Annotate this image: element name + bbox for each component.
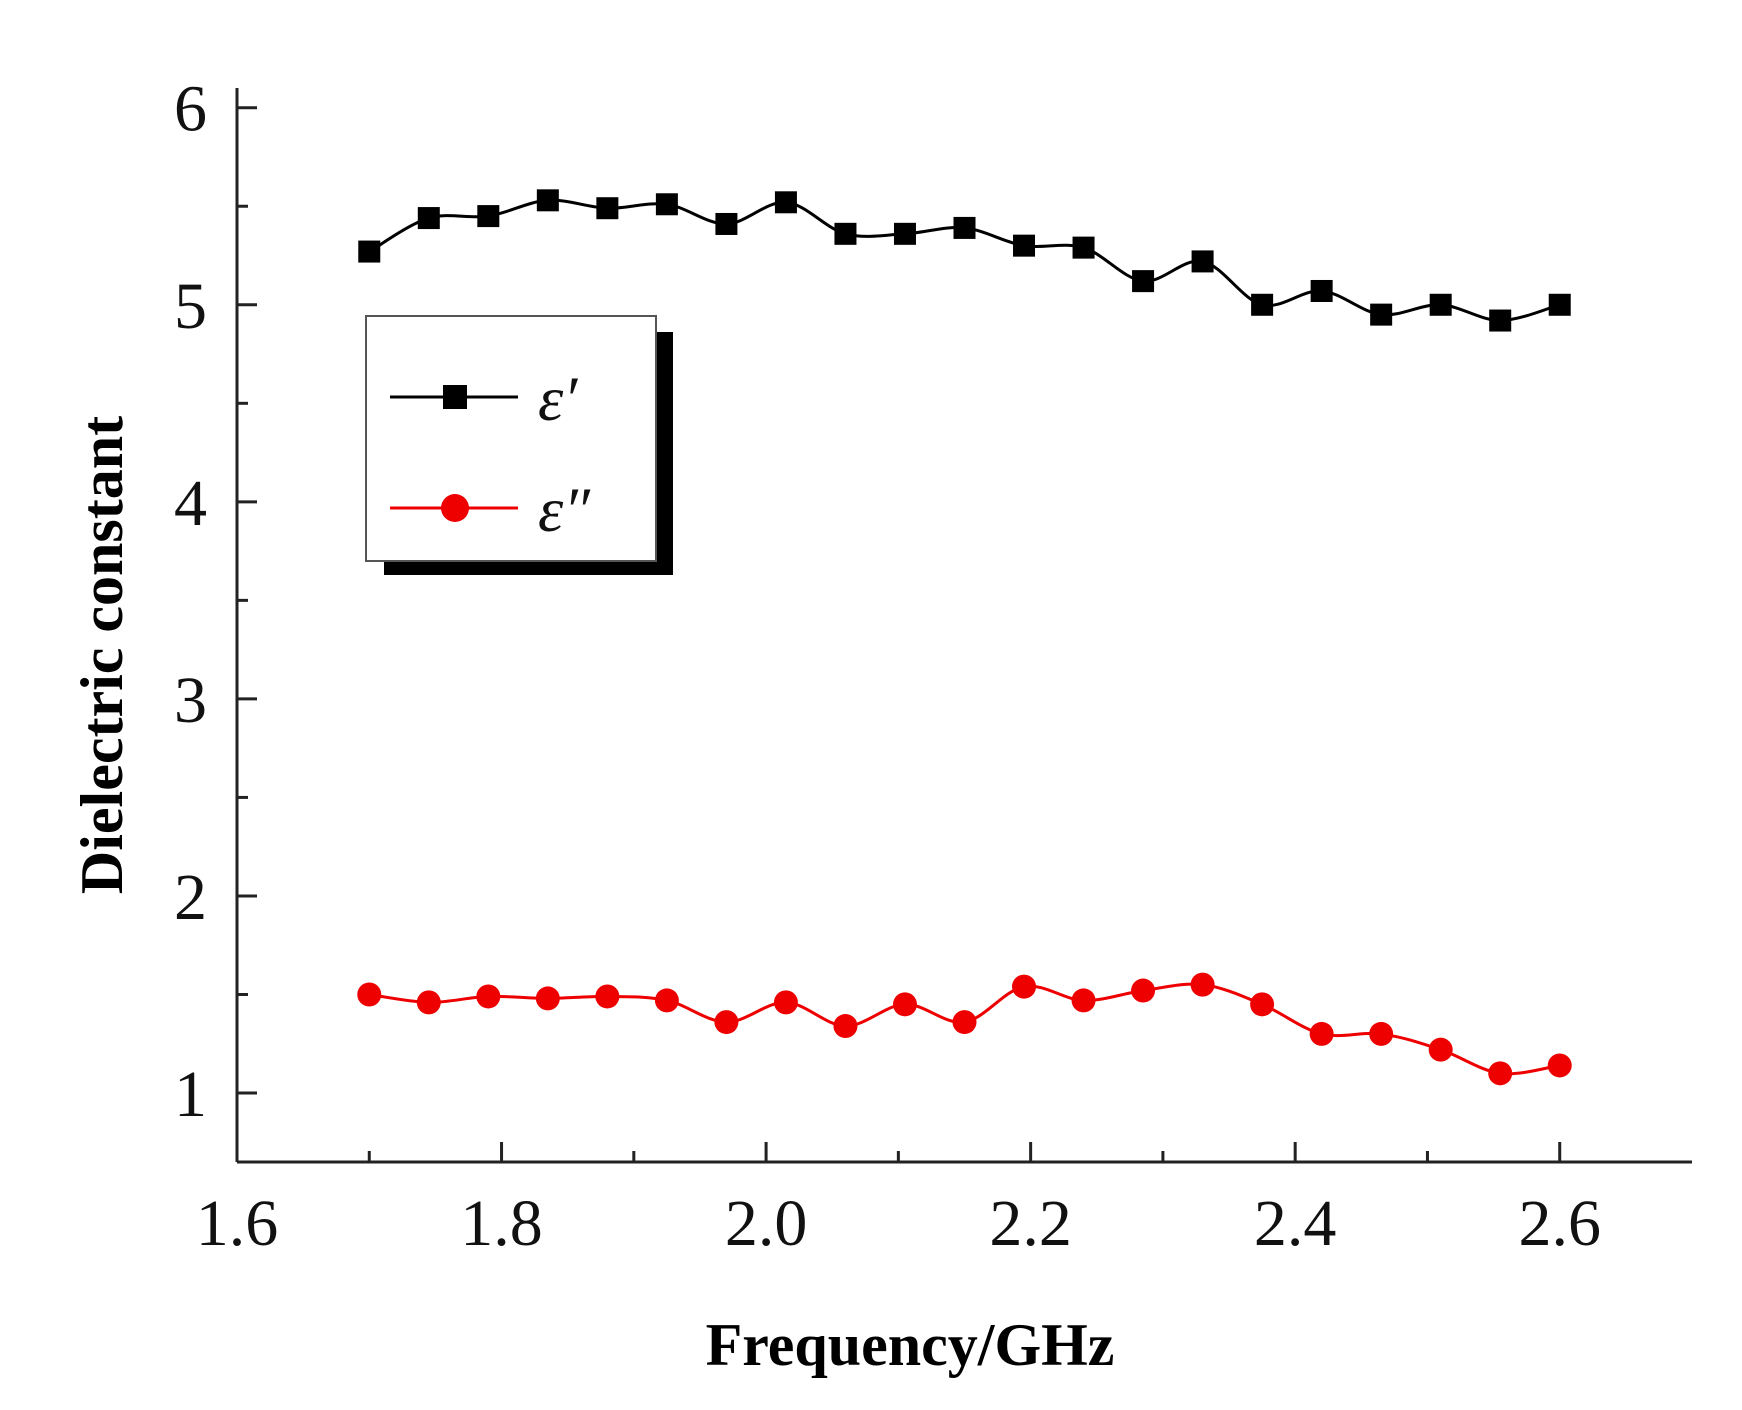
y-tick-label: 1 <box>174 1058 207 1131</box>
x-tick-label: 2.4 <box>1254 1187 1337 1260</box>
series-1-point <box>1429 293 1452 316</box>
series-2-point <box>892 992 917 1017</box>
series-2-point <box>833 1014 858 1039</box>
ticks: 1.6 1.8 2.0 2.2 2.4 2.6 1 2 3 4 5 6 <box>174 73 1601 1260</box>
series-1-point <box>1548 293 1571 316</box>
series-1-point <box>417 207 440 230</box>
legend: ε′ ε″ <box>365 315 673 575</box>
legend-marker-series-1 <box>443 385 467 409</box>
legend-box <box>365 315 657 562</box>
series-1-point <box>1132 270 1155 293</box>
y-tick-label: 3 <box>174 664 207 737</box>
series-1-point <box>1310 279 1333 302</box>
series-2-point <box>1369 1021 1394 1046</box>
series-1-point <box>1072 236 1095 259</box>
x-tick-label: 2.0 <box>725 1187 808 1260</box>
series-1-point <box>893 222 916 245</box>
series-1-point <box>1251 293 1274 316</box>
y-tick-label: 4 <box>174 467 207 540</box>
series-1-point <box>596 197 619 220</box>
y-tick-label: 2 <box>174 861 207 934</box>
series-2-point <box>773 990 798 1015</box>
series-1-point <box>358 240 381 263</box>
axes <box>235 88 1692 1164</box>
series-1 <box>358 189 1571 332</box>
series-2-point <box>416 990 441 1015</box>
x-tick-label: 2.2 <box>989 1187 1072 1260</box>
legend-label-series-1: ε′ <box>538 363 578 434</box>
series-1-point <box>1489 309 1512 332</box>
series-2 <box>357 972 1572 1086</box>
series-1-point <box>774 191 797 214</box>
series-1-point <box>477 205 500 228</box>
x-tick-label: 2.6 <box>1518 1187 1601 1260</box>
series-2-point <box>595 984 620 1009</box>
y-tick-label: 6 <box>174 73 207 146</box>
y-tick-label: 5 <box>174 270 207 343</box>
series-2-point <box>1190 972 1215 997</box>
legend-marker-series-2 <box>441 494 469 522</box>
series-1-point <box>715 212 738 235</box>
x-tick-label: 1.8 <box>460 1187 543 1260</box>
series-1-point <box>536 189 559 212</box>
series-1-point <box>953 216 976 239</box>
series-1-point <box>1013 234 1036 257</box>
x-axis-title: Frequency/GHz <box>706 1312 1115 1378</box>
series-2-point <box>357 982 382 1007</box>
legend-label-series-2: ε″ <box>538 474 591 545</box>
series-1-point <box>655 193 678 216</box>
x-tick-label: 1.6 <box>196 1187 279 1260</box>
series-1-point <box>1370 303 1393 326</box>
series-2-point <box>1428 1037 1453 1062</box>
series-1-point <box>1191 250 1214 273</box>
series-2-point <box>1012 974 1037 999</box>
series-2-point <box>1250 992 1275 1017</box>
series-2-point <box>476 984 501 1009</box>
series-2-point <box>1131 978 1156 1003</box>
series-2-point <box>714 1010 739 1035</box>
series-1-point <box>834 222 857 245</box>
series-layer <box>357 189 1572 1086</box>
series-2-point <box>1071 988 1096 1013</box>
series-2-point <box>654 988 679 1013</box>
series-2-point <box>1309 1021 1334 1046</box>
series-2-point <box>535 986 560 1011</box>
series-2-point <box>952 1010 977 1035</box>
series-2-point <box>1488 1061 1513 1086</box>
y-axis-title: Dielectric constant <box>69 416 135 894</box>
series-2-point <box>1547 1053 1572 1078</box>
